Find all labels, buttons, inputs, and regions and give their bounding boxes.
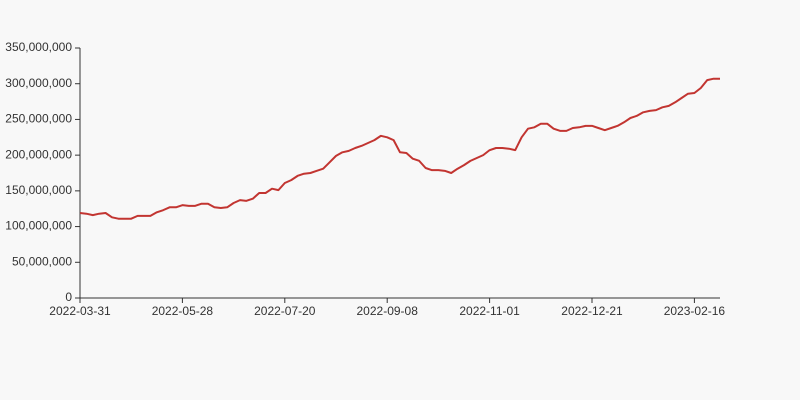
x-tick-label: 2023-02-16 [664, 304, 726, 318]
x-tick-label: 2022-03-31 [49, 304, 111, 318]
x-tick-label: 2022-07-20 [254, 304, 316, 318]
x-tick-label: 2022-05-28 [152, 304, 214, 318]
y-tick-label: 300,000,000 [5, 76, 72, 90]
x-tick-label: 2022-12-21 [561, 304, 623, 318]
x-tick-label: 2022-11-01 [459, 304, 520, 318]
y-tick-label: 50,000,000 [12, 254, 72, 268]
y-tick-label: 0 [65, 290, 72, 304]
series-line [79, 77, 720, 220]
y-tick-label: 200,000,000 [5, 147, 72, 161]
y-tick-label: 250,000,000 [5, 112, 72, 126]
x-tick-label: 2022-09-08 [357, 304, 419, 318]
y-tick-label: 100,000,000 [5, 219, 72, 233]
y-tick-label: 350,000,000 [5, 40, 72, 54]
y-tick-label: 150,000,000 [5, 183, 72, 197]
